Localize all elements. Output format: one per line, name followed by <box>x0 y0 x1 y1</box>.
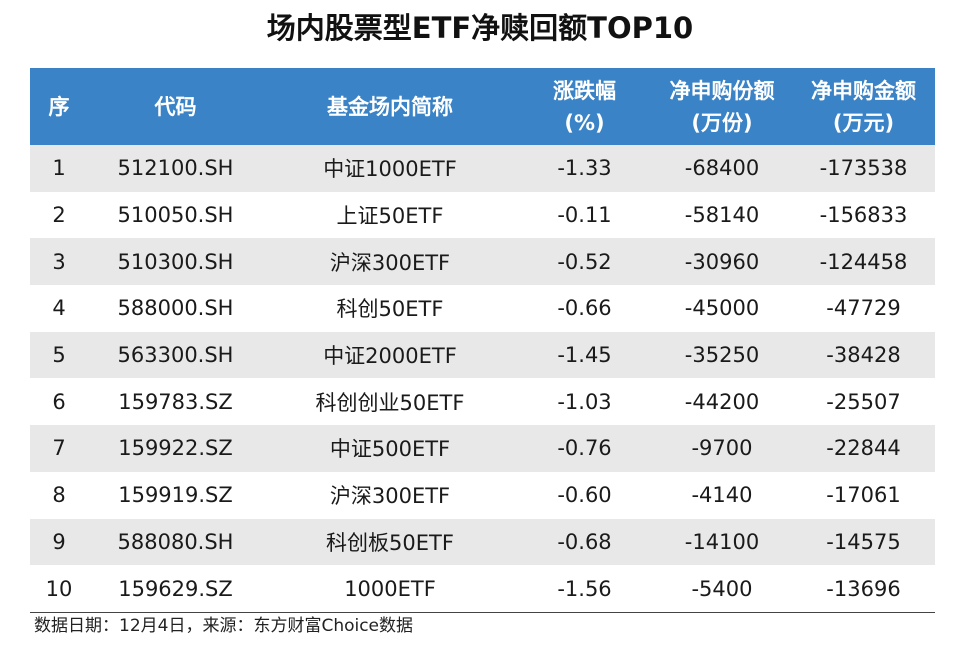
cell-code: 159629.SZ <box>88 565 263 613</box>
cell-net-share: -14100 <box>684 529 760 554</box>
page-title: 场内股票型ETF净赎回额TOP10 <box>266 11 694 45</box>
header-net-share: 净申购份额 (万份) <box>652 68 792 145</box>
cell-fund-name: 中证2000ETF <box>323 344 457 369</box>
cell-net-share: -9700 <box>691 436 753 461</box>
cell-code: 512100.SH <box>117 156 234 181</box>
cell-fund-name: 中证1000ETF <box>323 157 457 182</box>
header-change-pct: 涨跌幅 (%) <box>517 68 652 145</box>
cell-fund-name: 上证50ETF <box>336 204 444 229</box>
cell-net-share: -45000 <box>684 296 760 321</box>
cell-fund-name: 科创创业50ETF <box>315 390 465 415</box>
cell-net-share: -4140 <box>691 483 753 508</box>
cell-change-pct: -0.68 <box>557 529 612 554</box>
cell-net-amount: -22844 <box>826 436 901 461</box>
header-change-pct-unit: (%) <box>564 110 605 135</box>
cell-code: 159922.SZ <box>118 436 233 461</box>
cell-change-pct: -1.03 <box>557 389 612 414</box>
cell-change-pct: -0.52 <box>557 249 612 274</box>
cell-index: 8 <box>52 483 66 508</box>
table-row: 8 159919.SZ 沪深300ETF -0.60 -4140 -17061 <box>30 472 935 519</box>
cell-change-pct: -0.11 <box>557 203 612 228</box>
cell-fund-name: 沪深300ETF <box>329 484 451 509</box>
cell-fund-name: 中证500ETF <box>329 437 451 462</box>
table-header-row: 序 代码 基金场内简称 涨跌幅 (%) 净申购份额 (万份) 净申购金额 (万元… <box>30 68 935 145</box>
table-row: 5 563300.SH 中证2000ETF -1.45 -35250 -3842… <box>30 331 935 379</box>
header-net-amount: 净申购金额 (万元) <box>792 68 935 145</box>
header-net-share-label: 净申购份额 <box>669 78 775 103</box>
cell-change-pct: -0.60 <box>557 483 612 508</box>
table-row: 2 510050.SH 上证50ETF -0.11 -58140 -156833 <box>30 192 935 239</box>
cell-net-share: -68400 <box>684 156 760 181</box>
header-fund-name: 基金场内简称 <box>327 94 453 119</box>
cell-net-amount: -38428 <box>826 343 901 368</box>
cell-fund-name: 1000ETF <box>263 565 517 613</box>
cell-net-share: -58140 <box>684 203 760 228</box>
cell-net-amount: -47729 <box>826 296 901 321</box>
cell-net-share: -44200 <box>684 389 760 414</box>
cell-change-pct: -1.45 <box>557 343 612 368</box>
table-row: 1 512100.SH 中证1000ETF -1.33 -68400 -1735… <box>30 145 935 192</box>
table-row: 3 510300.SH 沪深300ETF -0.52 -30960 -12445… <box>30 238 935 286</box>
header-change-pct-label: 涨跌幅 <box>553 78 616 103</box>
cell-net-amount: -14575 <box>826 529 901 554</box>
cell-code: 588000.SH <box>117 296 234 321</box>
header-code: 代码 <box>154 94 197 119</box>
cell-fund-name: 沪深300ETF <box>329 250 451 275</box>
cell-code: 510050.SH <box>117 203 234 228</box>
cell-code: 510300.SH <box>117 249 234 274</box>
cell-code: 159783.SZ <box>118 389 233 414</box>
cell-index: 4 <box>52 296 66 321</box>
cell-net-amount: -17061 <box>826 483 901 508</box>
table-row: 7 159922.SZ 中证500ETF -0.76 -9700 -22844 <box>30 425 935 472</box>
cell-change-pct: -0.66 <box>557 296 612 321</box>
cell-change-pct: -0.76 <box>557 436 612 461</box>
cell-code: 563300.SH <box>117 343 234 368</box>
cell-index: 10 <box>30 565 88 613</box>
cell-index: 2 <box>52 203 66 228</box>
cell-index: 7 <box>52 436 66 461</box>
source-footnote: 数据日期：12月4日，来源：东方财富Choice数据 <box>34 616 414 636</box>
header-net-amount-unit: (万元) <box>832 110 895 135</box>
cell-index: 6 <box>52 389 66 414</box>
cell-index: 5 <box>52 343 66 368</box>
cell-net-share: -5400 <box>652 565 792 613</box>
etf-redemption-table: 序 代码 基金场内简称 涨跌幅 (%) 净申购份额 (万份) 净申购金额 (万元… <box>30 68 935 613</box>
table-row: 10 159629.SZ 1000ETF -1.56 -5400 -13696 <box>30 565 935 613</box>
cell-change-pct: -1.56 <box>517 565 652 613</box>
cell-index: 1 <box>52 156 66 181</box>
cell-net-share: -30960 <box>684 249 760 274</box>
cell-index: 3 <box>52 249 66 274</box>
table-row: 4 588000.SH 科创50ETF -0.66 -45000 -47729 <box>30 285 935 332</box>
cell-net-amount: -25507 <box>826 389 901 414</box>
cell-net-amount: -124458 <box>819 249 908 274</box>
cell-net-amount: -13696 <box>792 565 935 613</box>
cell-code: 159919.SZ <box>118 483 233 508</box>
cell-net-share: -35250 <box>684 343 760 368</box>
cell-fund-name: 科创板50ETF <box>326 530 454 555</box>
cell-change-pct: -1.33 <box>557 156 612 181</box>
header-net-amount-label: 净申购金额 <box>811 78 916 103</box>
cell-net-amount: -173538 <box>819 156 908 181</box>
header-net-share-unit: (万份) <box>691 110 753 135</box>
header-index: 序 <box>48 94 70 119</box>
cell-index: 9 <box>52 529 66 554</box>
cell-code: 588080.SH <box>117 529 234 554</box>
cell-net-amount: -156833 <box>819 203 908 228</box>
cell-fund-name: 科创50ETF <box>336 297 444 322</box>
table-row: 6 159783.SZ 科创创业50ETF -1.03 -44200 -2550… <box>30 378 935 425</box>
table-row: 9 588080.SH 科创板50ETF -0.68 -14100 -14575 <box>30 518 935 566</box>
